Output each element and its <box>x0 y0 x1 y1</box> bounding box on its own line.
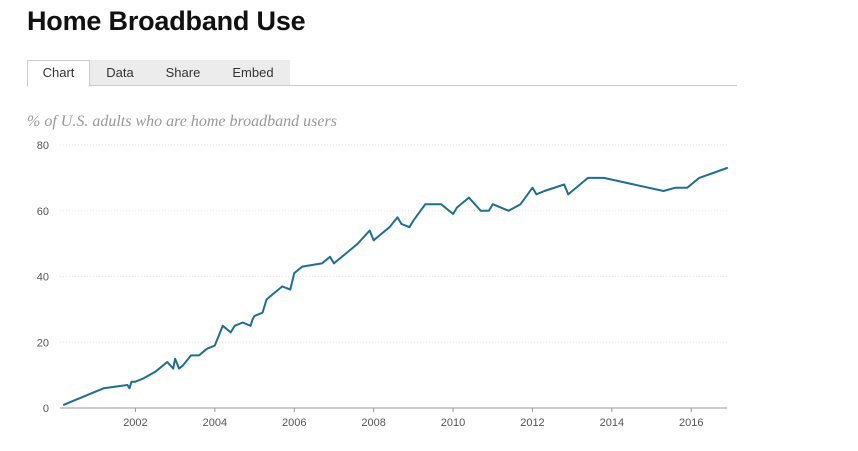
x-tick-label: 2008 <box>361 417 385 429</box>
x-tick-label: 2004 <box>203 417 227 429</box>
x-tick-label: 2002 <box>123 417 147 429</box>
x-tick-label: 2012 <box>520 417 544 429</box>
y-tick-label: 60 <box>37 206 49 218</box>
y-tick-label: 20 <box>37 337 49 349</box>
y-tick-label: 80 <box>37 140 49 152</box>
page-title: Home Broadband Use <box>27 6 306 36</box>
tab-chart[interactable]: Chart <box>27 60 90 87</box>
chart-title: % of U.S. adults who are home broadband … <box>27 113 337 130</box>
tab-embed[interactable]: Embed <box>216 60 290 85</box>
y-tick-label: 0 <box>43 403 49 415</box>
x-tick-label: 2006 <box>282 417 306 429</box>
x-tick-label: 2016 <box>679 417 703 429</box>
x-tick-label: 2010 <box>441 417 465 429</box>
x-tick-label: 2014 <box>600 417 624 429</box>
y-tick-label: 40 <box>37 272 49 284</box>
series-line <box>63 167 728 406</box>
tab-share[interactable]: Share <box>150 60 216 85</box>
tab-data[interactable]: Data <box>90 60 150 85</box>
tab-bar: Chart Data Share Embed <box>27 60 737 87</box>
